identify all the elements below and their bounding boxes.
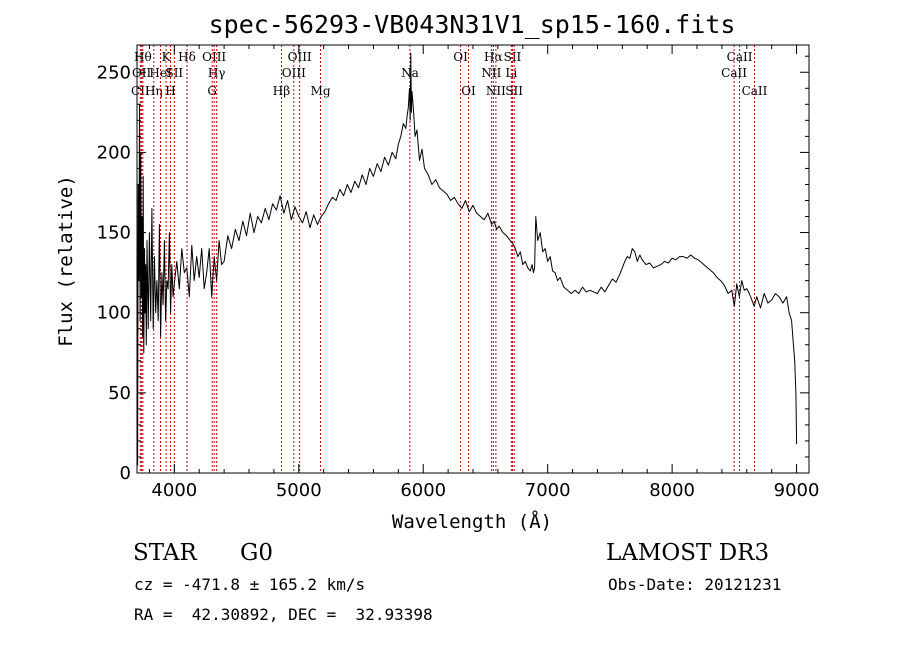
- y-tick-label: 250: [97, 62, 131, 83]
- y-tick-label: 0: [120, 463, 131, 484]
- line-marker-label: CII: [131, 84, 150, 98]
- line-marker-label: NII: [486, 84, 506, 98]
- chart-title: spec-56293-VB043N31V1_sp15-160.fits: [209, 10, 736, 39]
- line-marker-label: SII: [505, 84, 523, 98]
- x-axis-title: Wavelength (Å): [392, 510, 552, 533]
- x-tick-label: 7000: [525, 480, 571, 501]
- line-marker-label: OIII: [282, 66, 306, 80]
- line-marker-label: Hθ: [134, 50, 152, 64]
- redshift-text: cz = -471.8 ± 165.2 km/s: [134, 575, 366, 594]
- line-marker-label: G: [207, 84, 217, 98]
- line-marker-label: CaII: [727, 50, 753, 64]
- coordinates: RA = 42.30892, DEC = 32.93398: [134, 605, 433, 624]
- y-axis-title: Flux (relative): [55, 175, 77, 347]
- object-class: STAR: [133, 540, 197, 566]
- line-marker-label: Hβ: [273, 84, 290, 98]
- line-marker-label: CaII: [721, 66, 747, 80]
- axes: 4000 5000 6000 7000 8000 9000 0 50 100 150 200 250: [97, 44, 820, 501]
- line-marker-label: H: [165, 84, 175, 98]
- plot-frame: [136, 44, 810, 474]
- x-tick-label: 4000: [151, 480, 197, 501]
- spectrum-series: [136, 52, 798, 466]
- spectrum-line: [136, 52, 798, 466]
- line-marker-label: Na: [401, 66, 419, 80]
- y-tick-label: 100: [97, 303, 131, 324]
- y-tick-label: 50: [108, 383, 131, 404]
- line-marker-label: CaII: [742, 84, 768, 98]
- line-marker-label: Hδ: [178, 50, 196, 64]
- line-marker-label: SII: [165, 66, 183, 80]
- line-marker-label: OI: [453, 50, 468, 64]
- line-marker-label: Li: [505, 66, 517, 80]
- line-marker-label: Hη: [145, 84, 163, 98]
- line-marker-label: OI: [461, 84, 476, 98]
- y-tick-label: 200: [97, 142, 131, 163]
- line-marker-label: Hα: [484, 50, 503, 64]
- object-subclass: G0: [240, 540, 274, 566]
- x-tick-label: 9000: [774, 480, 820, 501]
- obs-date: Obs-Date: 20121231: [608, 575, 782, 594]
- line-marker-label: Mg: [311, 84, 331, 98]
- x-tick-label: 6000: [400, 480, 446, 501]
- line-marker-label: OIII: [288, 50, 312, 64]
- line-marker-label: Hγ: [208, 66, 226, 80]
- line-marker-label: OIII: [202, 50, 226, 64]
- x-tick-label: 5000: [276, 480, 322, 501]
- y-tick-label: 150: [97, 223, 131, 244]
- line-marker-label: K: [162, 50, 172, 64]
- line-marker-label: NII: [481, 66, 501, 80]
- survey-name: LAMOST DR3: [606, 540, 770, 566]
- line-marker-label: SII: [504, 50, 522, 64]
- x-tick-label: 8000: [649, 480, 695, 501]
